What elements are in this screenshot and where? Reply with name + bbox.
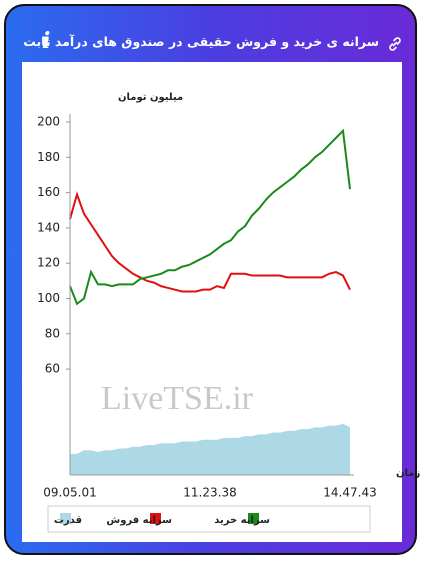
header: i سرانه ی خرید و فروش حقیقی در صندوق های…	[6, 6, 415, 62]
x-tick-label: 11.23.38	[183, 486, 236, 500]
legend-swatch	[248, 513, 259, 524]
legend-swatch	[150, 513, 161, 524]
watermark: LiveTSE.ir	[101, 380, 254, 417]
y-tick-label: 200	[37, 115, 60, 129]
y-tick-label: 100	[37, 291, 60, 305]
header-title: سرانه ی خرید و فروش حقیقی در صندوق های د…	[23, 34, 379, 49]
link-icon[interactable]	[387, 36, 403, 52]
legend-label[interactable]: سرانه خرید	[214, 515, 270, 526]
y-tick-label: 160	[37, 185, 60, 199]
power-area	[70, 423, 350, 475]
y-tick-label: 120	[37, 256, 60, 270]
y-tick-label: 80	[45, 326, 60, 340]
x-axis-label: زمان	[396, 468, 420, 479]
series-line	[69, 128, 351, 306]
legend-label[interactable]: قدرت	[54, 515, 82, 526]
legend-label[interactable]: سرانه فروش	[106, 515, 172, 526]
info-icon[interactable]: i	[42, 28, 51, 54]
y-axis-label: میلیون تومان	[118, 92, 183, 103]
y-tick-label: 180	[37, 150, 60, 164]
x-tick-label: 14.47.43	[323, 486, 376, 500]
legend-swatch	[60, 513, 71, 524]
x-tick-label: 09.05.01	[43, 486, 96, 500]
y-tick-label: 60	[45, 362, 60, 376]
series-line	[69, 191, 351, 293]
legend-box	[47, 505, 371, 533]
y-tick-label: 140	[37, 220, 60, 234]
